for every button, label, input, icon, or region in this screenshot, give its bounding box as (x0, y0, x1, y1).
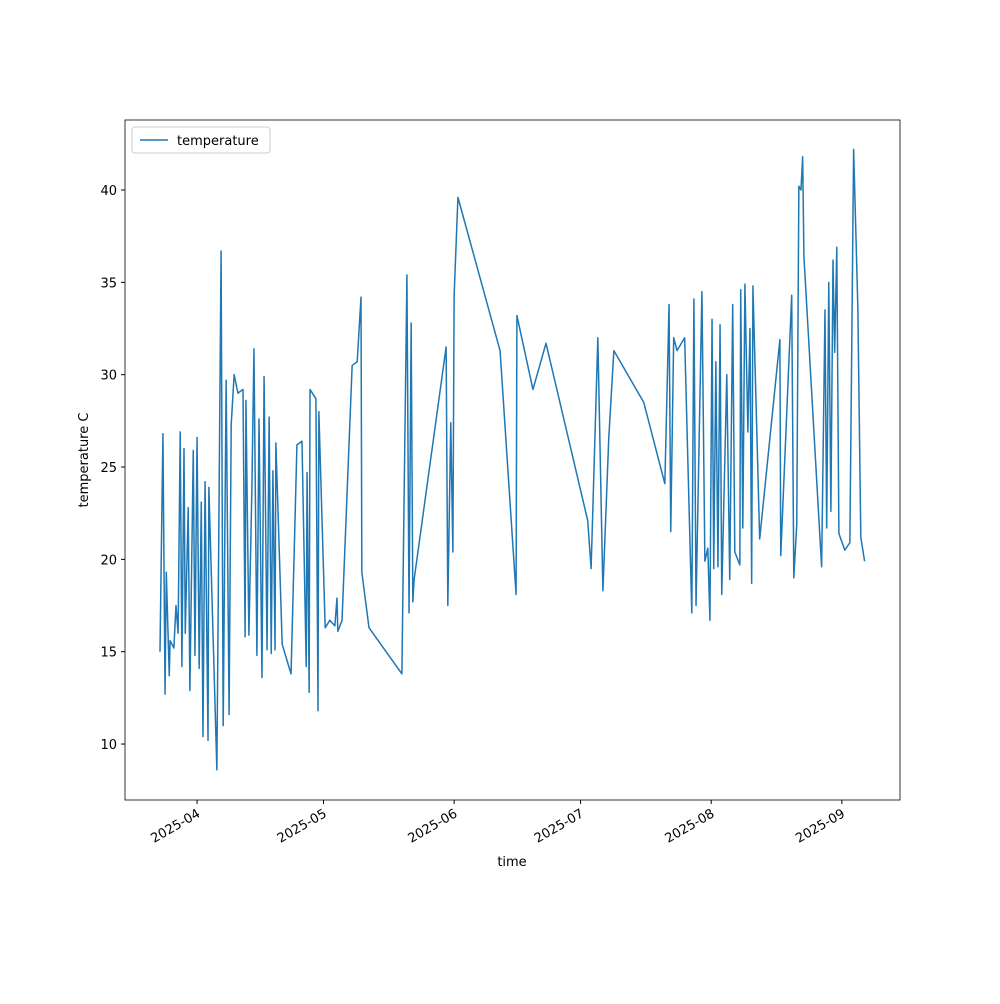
legend-label: temperature (177, 134, 259, 149)
x-tick-label: 2025-08 (663, 806, 718, 846)
y-tick-label: 15 (100, 646, 117, 661)
x-axis-label: time (497, 855, 526, 870)
plot-frame (124, 119, 901, 801)
y-tick-label: 40 (100, 184, 117, 199)
y-tick-label: 25 (100, 461, 117, 476)
x-tick-label: 2025-09 (793, 806, 848, 846)
y-tick-label: 35 (100, 276, 117, 291)
legend-box (131, 126, 271, 154)
y-tick-label: 30 (100, 369, 117, 384)
y-axis-label: temperature C (77, 413, 92, 508)
x-tick-label: 2025-06 (406, 806, 461, 846)
line-series (159, 148, 866, 771)
x-tick-label: 2025-05 (275, 806, 330, 846)
y-tick-label: 20 (100, 553, 117, 568)
x-tick-label: 2025-07 (532, 806, 587, 846)
y-tick-label: 10 (100, 738, 117, 753)
x-tick-label: 2025-04 (149, 806, 204, 846)
